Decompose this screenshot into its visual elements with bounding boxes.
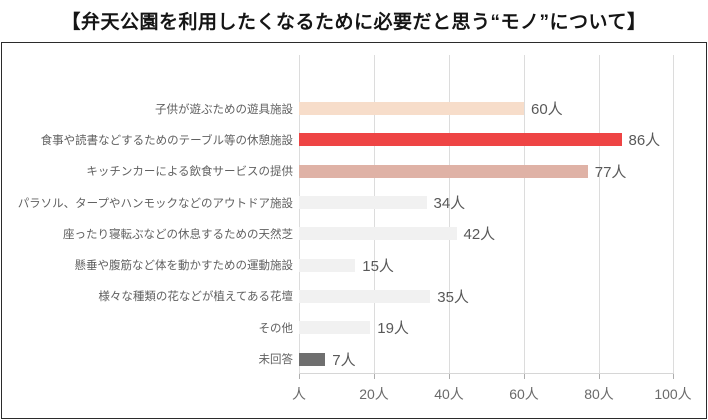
plot-area: 人 20人 40人 60人 80人 100人 — [292, 55, 692, 402]
value-label: 35人 — [437, 288, 469, 306]
category-label: 座ったり寝転ぶなどの休息するための天然芝 — [63, 228, 293, 241]
bar-row: 座ったり寝転ぶなどの休息するための天然芝 42人 — [2, 218, 706, 249]
gridline-80 — [599, 55, 600, 374]
value-label: 19人 — [377, 320, 409, 338]
category-label: 子供が遊ぶための遊具施設 — [155, 103, 293, 116]
gridline-60 — [524, 55, 525, 374]
bar — [299, 227, 457, 241]
category-label: 様々な種類の花などが植えてある花壇 — [98, 291, 293, 304]
bar-track: 60人 — [299, 93, 706, 124]
x-tick-label: 人 — [292, 386, 306, 402]
category-label: 懸垂や腹筋など体を動かすための運動施設 — [74, 260, 294, 273]
bar-row: 未回答 7人 — [2, 343, 706, 374]
bar-row: 懸垂や腹筋など体を動かすための運動施設 15人 — [2, 249, 706, 280]
x-tick-label: 80人 — [584, 386, 614, 402]
value-label: 60人 — [531, 101, 563, 119]
x-axis-tick — [374, 374, 375, 379]
category-label: キッチンカーによる飲食サービスの提供 — [86, 166, 293, 179]
category-label: 食事や読書などするためのテーブル等の休憩施設 — [40, 134, 293, 147]
category-label: その他 — [258, 322, 294, 335]
x-axis-line — [299, 373, 674, 374]
bar-track: 42人 — [299, 218, 706, 249]
gridline-100 — [673, 55, 674, 374]
bar — [299, 289, 431, 303]
value-label: 15人 — [362, 257, 394, 275]
x-axis-tick — [599, 374, 600, 379]
category-label: パラソル、タープやハンモックなどのアウトドア施設 — [17, 197, 293, 210]
gridline-40 — [449, 55, 450, 374]
bar-track: 35人 — [299, 281, 706, 312]
bar-track: 86人 — [299, 124, 706, 155]
x-tick-label: 20人 — [359, 386, 389, 402]
bar-rows: 子供が遊ぶための遊具施設 60人 食事や読書などするためのテーブル等の休憩施設 … — [2, 93, 706, 375]
value-label: 7人 — [332, 351, 356, 369]
x-tick-label: 60人 — [509, 386, 539, 402]
bar — [299, 102, 524, 116]
bar-track: 34人 — [299, 187, 706, 218]
gridline-20 — [374, 55, 375, 374]
bar-row: その他 19人 — [2, 312, 706, 343]
x-axis-tick — [449, 374, 450, 379]
x-axis-tick — [524, 374, 525, 379]
bar-row: パラソル、タープやハンモックなどのアウトドア施設 34人 — [2, 187, 706, 218]
bar-track: 19人 — [299, 312, 706, 343]
category-label: 未回答 — [258, 354, 294, 367]
bar-row: 食事や読書などするためのテーブル等の休憩施設 86人 — [2, 124, 706, 155]
value-label: 34人 — [433, 195, 466, 213]
x-tick-label: 40人 — [434, 386, 464, 402]
bar-row: 様々な種類の花などが植えてある花壇 35人 — [2, 281, 706, 312]
bar-track: 77人 — [299, 156, 706, 187]
bar-row: キッチンカーによる飲食サービスの提供 77人 — [2, 156, 706, 187]
value-label: 86人 — [628, 132, 661, 150]
x-axis-tick — [299, 374, 300, 379]
x-tick-label: 100人 — [654, 386, 692, 402]
chart-title: 【弁天公園を利用したくなるために必要だと思う“モノ”について】 — [61, 12, 647, 33]
bar-no-answer — [299, 352, 326, 366]
bar — [299, 196, 427, 210]
chart-frame: 人 20人 40人 60人 80人 100人 子供が遊ぶための遊具施設 60人 … — [1, 42, 707, 419]
bar-highlighted — [299, 133, 622, 147]
bar — [299, 321, 371, 335]
bar-track: 7人 — [299, 343, 706, 374]
value-label: 77人 — [594, 163, 627, 181]
x-axis-tick — [673, 374, 674, 379]
bar — [299, 164, 588, 178]
bar — [299, 258, 356, 272]
gridline-0 — [299, 55, 300, 374]
value-label: 42人 — [463, 226, 496, 244]
bar-track: 15人 — [299, 249, 706, 280]
bar-row: 子供が遊ぶための遊具施設 60人 — [2, 93, 706, 124]
